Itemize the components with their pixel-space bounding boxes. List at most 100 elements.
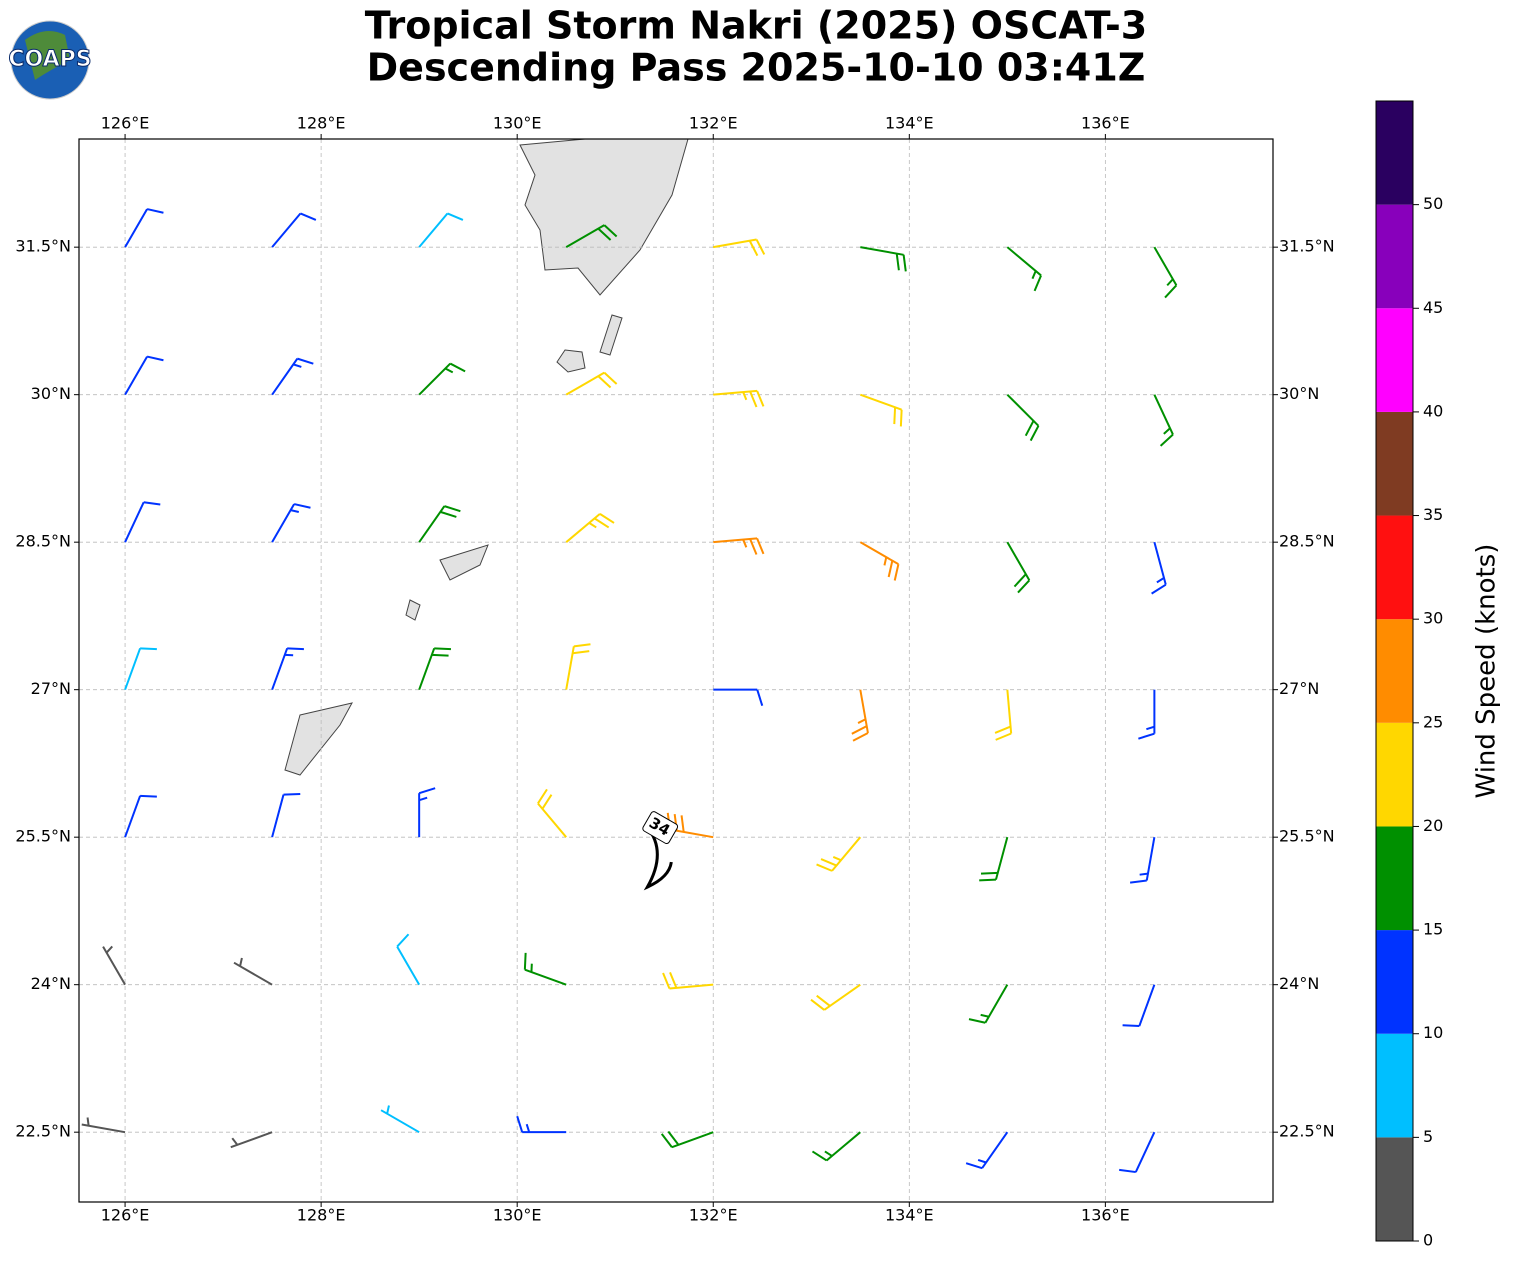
y-tick-label: 28.5°N <box>1279 532 1335 551</box>
y-tick-label: 24°N <box>1279 974 1319 993</box>
x-tick-label: 128°E <box>297 1206 346 1225</box>
barb-full <box>663 973 669 989</box>
colorbar-tick-label: 45 <box>1423 298 1443 317</box>
wind-barb <box>231 1132 272 1147</box>
wind-barb <box>381 1106 419 1133</box>
barb-half <box>1146 727 1154 730</box>
barb-full <box>817 996 830 1006</box>
barb-full <box>140 796 157 797</box>
wind-barb <box>713 240 764 256</box>
barb-full <box>757 240 765 255</box>
barb-staff <box>125 502 144 542</box>
barb-half <box>88 1117 89 1125</box>
wind-barb <box>1154 395 1173 446</box>
barb-staff <box>125 796 140 837</box>
barb-half <box>387 1106 389 1114</box>
barb-full <box>1123 1025 1140 1026</box>
barb-half <box>107 946 113 952</box>
wind-barb <box>125 209 163 247</box>
wind-barb <box>1007 395 1038 441</box>
wind-barb <box>662 1132 714 1148</box>
colorbar-tick-label: 35 <box>1423 505 1443 524</box>
barb-full <box>995 727 1011 733</box>
barb-staff <box>272 213 300 247</box>
barb-full <box>750 539 756 555</box>
colorbar-tick-label: 15 <box>1423 920 1443 939</box>
x-tick-label: 136°E <box>1081 1206 1130 1225</box>
barb-full <box>996 734 1012 740</box>
barb-half <box>293 364 301 367</box>
barb-full <box>450 364 465 372</box>
y-tick-label: 31.5°N <box>15 237 71 256</box>
barb-full <box>525 953 526 970</box>
barb-full <box>981 873 998 874</box>
wind-barb <box>1123 985 1155 1026</box>
annotation: 34 <box>642 811 679 888</box>
colorbar-label: Wind Speed (knots) <box>1472 544 1502 799</box>
island <box>557 350 585 372</box>
barb-half <box>1140 874 1148 875</box>
barb-full <box>1026 421 1034 436</box>
y-tick-label: 27°N <box>1279 679 1319 698</box>
barb-staff <box>1136 1132 1155 1172</box>
kyushu <box>520 139 688 295</box>
barb-staff <box>125 648 140 689</box>
barb-half <box>291 510 299 512</box>
barb-full <box>300 213 315 219</box>
barb-full <box>284 794 301 795</box>
wind-barb <box>272 794 300 837</box>
barb-full <box>889 561 893 577</box>
wind-barb <box>419 364 465 395</box>
barb-full <box>419 788 435 793</box>
colorbar-segment <box>1376 101 1413 205</box>
barb-full <box>1152 585 1166 594</box>
wind-barb <box>82 1117 125 1132</box>
barb-full <box>812 1151 826 1160</box>
barb-full <box>434 648 451 649</box>
barb-half <box>1032 271 1035 279</box>
barb-half <box>978 1160 986 1163</box>
barb-full <box>147 357 163 361</box>
barb-full <box>1130 881 1147 883</box>
barb-full <box>440 512 456 517</box>
barb-half <box>743 540 746 548</box>
island <box>285 703 352 775</box>
barb-half <box>445 369 452 373</box>
x-tick-label: 134°E <box>885 1206 934 1225</box>
barb-full <box>1165 285 1176 297</box>
barb-full <box>444 506 460 511</box>
barb-half <box>981 1015 989 1017</box>
x-tick-label: 134°E <box>885 114 934 133</box>
wind-barb <box>566 373 616 395</box>
wind-barb <box>1154 247 1176 297</box>
barb-full <box>979 880 996 881</box>
barb-full <box>757 538 763 554</box>
x-tick-label: 128°E <box>297 114 346 133</box>
barb-full <box>969 1019 985 1023</box>
y-tick-label: 25.5°N <box>1279 827 1335 846</box>
barb-half <box>1167 279 1173 285</box>
barb-half <box>833 857 841 860</box>
barb-full <box>757 391 763 407</box>
barb-full <box>1031 426 1039 441</box>
wind-barb <box>663 972 713 988</box>
colorbar-tick-label: 50 <box>1423 194 1443 213</box>
grid <box>79 139 1273 1202</box>
barb-full <box>670 972 676 988</box>
barb-half <box>527 1124 530 1132</box>
wind-barb <box>979 837 1007 880</box>
wind-barb <box>1152 542 1166 593</box>
island <box>406 600 420 620</box>
barb-staff <box>125 209 147 247</box>
barb-full <box>853 733 868 741</box>
wind-barb <box>817 837 861 871</box>
logo: COAPS <box>8 21 91 99</box>
colorbar-segment <box>1376 205 1413 309</box>
barb-half <box>589 523 596 528</box>
wind-barb <box>419 788 435 837</box>
wind-barb <box>713 538 763 554</box>
barb-full <box>538 789 547 803</box>
barb-full <box>1161 435 1173 446</box>
x-tick-label: 132°E <box>689 114 738 133</box>
wind-barb <box>1119 1132 1154 1172</box>
